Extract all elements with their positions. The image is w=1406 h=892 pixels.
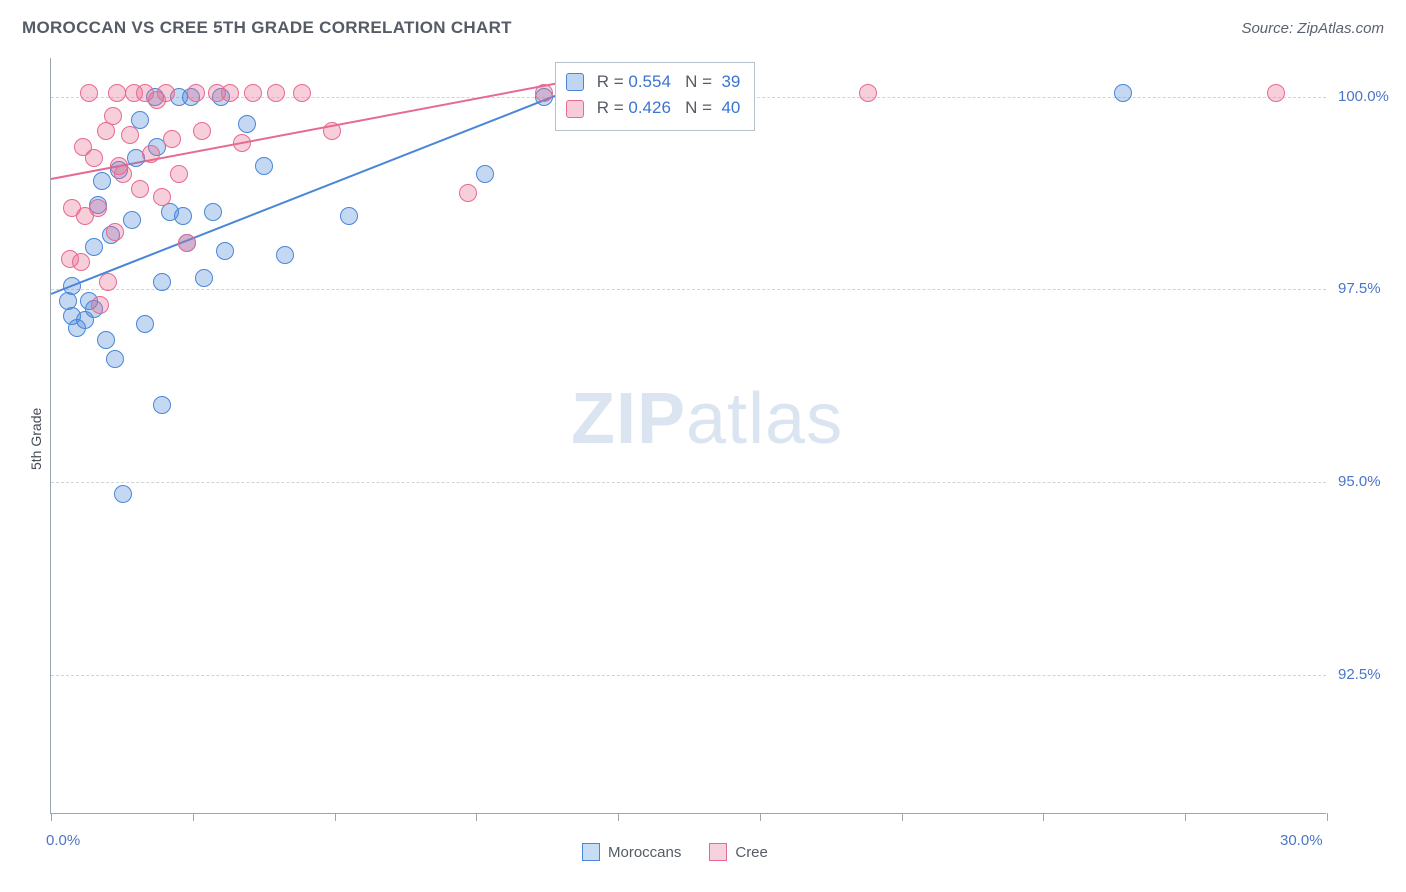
data-point bbox=[163, 130, 181, 148]
scatter-plot-area: ZIPatlas bbox=[50, 58, 1326, 814]
data-point bbox=[157, 84, 175, 102]
data-point bbox=[106, 223, 124, 241]
data-point bbox=[174, 207, 192, 225]
data-point bbox=[221, 84, 239, 102]
x-tick bbox=[902, 813, 903, 821]
gridline bbox=[51, 675, 1326, 676]
data-point bbox=[193, 122, 211, 140]
legend-label: Cree bbox=[735, 844, 768, 861]
data-point bbox=[204, 203, 222, 221]
watermark: ZIPatlas bbox=[571, 378, 843, 460]
data-point bbox=[85, 149, 103, 167]
data-point bbox=[104, 107, 122, 125]
data-point bbox=[85, 238, 103, 256]
stat-row: R = 0.426 N = 40 bbox=[566, 95, 740, 121]
chart-title: MOROCCAN VS CREE 5TH GRADE CORRELATION C… bbox=[22, 18, 512, 38]
watermark-light: atlas bbox=[686, 379, 843, 459]
data-point bbox=[276, 246, 294, 264]
y-tick-label: 95.0% bbox=[1338, 473, 1381, 490]
y-tick-label: 97.5% bbox=[1338, 280, 1381, 297]
data-point bbox=[244, 84, 262, 102]
x-tick bbox=[760, 813, 761, 821]
x-tick-label: 0.0% bbox=[46, 832, 80, 849]
data-point bbox=[293, 84, 311, 102]
data-point bbox=[187, 84, 205, 102]
watermark-bold: ZIP bbox=[571, 379, 686, 459]
data-point bbox=[93, 172, 111, 190]
data-point bbox=[131, 180, 149, 198]
data-point bbox=[97, 331, 115, 349]
data-point bbox=[80, 84, 98, 102]
data-point bbox=[106, 350, 124, 368]
data-point bbox=[153, 273, 171, 291]
legend-swatch-icon bbox=[566, 73, 584, 91]
legend-label: Moroccans bbox=[608, 844, 681, 861]
stat-text: R = 0.426 N = 40 bbox=[592, 95, 740, 121]
correlation-stats-box: R = 0.554 N = 39 R = 0.426 N = 40 bbox=[555, 62, 755, 131]
data-point bbox=[121, 126, 139, 144]
data-point bbox=[1114, 84, 1132, 102]
y-tick-label: 92.5% bbox=[1338, 666, 1381, 683]
data-point bbox=[89, 199, 107, 217]
y-tick-label: 100.0% bbox=[1338, 88, 1389, 105]
data-point bbox=[178, 234, 196, 252]
legend-swatch-icon bbox=[566, 100, 584, 118]
data-point bbox=[459, 184, 477, 202]
x-tick bbox=[476, 813, 477, 821]
data-point bbox=[91, 296, 109, 314]
data-point bbox=[97, 122, 115, 140]
data-point bbox=[99, 273, 117, 291]
stat-row: R = 0.554 N = 39 bbox=[566, 69, 740, 95]
data-point bbox=[153, 188, 171, 206]
data-point bbox=[63, 277, 81, 295]
y-axis-title: 5th Grade bbox=[28, 408, 44, 470]
data-point bbox=[476, 165, 494, 183]
data-point bbox=[72, 253, 90, 271]
data-point bbox=[535, 84, 553, 102]
data-point bbox=[170, 165, 188, 183]
source-attribution: Source: ZipAtlas.com bbox=[1241, 20, 1384, 37]
data-point bbox=[233, 134, 251, 152]
data-point bbox=[131, 111, 149, 129]
data-point bbox=[238, 115, 256, 133]
gridline bbox=[51, 289, 1326, 290]
data-point bbox=[108, 84, 126, 102]
data-point bbox=[1267, 84, 1285, 102]
data-point bbox=[859, 84, 877, 102]
data-point bbox=[142, 145, 160, 163]
data-point bbox=[216, 242, 234, 260]
data-point bbox=[123, 211, 141, 229]
x-tick bbox=[1043, 813, 1044, 821]
data-point bbox=[114, 165, 132, 183]
x-tick bbox=[1327, 813, 1328, 821]
data-point bbox=[136, 315, 154, 333]
stat-text: R = 0.554 N = 39 bbox=[592, 69, 740, 95]
data-point bbox=[267, 84, 285, 102]
gridline bbox=[51, 482, 1326, 483]
legend-item: Moroccans bbox=[582, 843, 681, 861]
data-point bbox=[195, 269, 213, 287]
trend-line bbox=[51, 93, 562, 295]
x-tick bbox=[1185, 813, 1186, 821]
x-tick bbox=[618, 813, 619, 821]
data-point bbox=[114, 485, 132, 503]
legend-item: Cree bbox=[709, 843, 768, 861]
data-point bbox=[340, 207, 358, 225]
x-tick bbox=[51, 813, 52, 821]
x-tick bbox=[335, 813, 336, 821]
legend-swatch-icon bbox=[582, 843, 600, 861]
data-point bbox=[323, 122, 341, 140]
data-point bbox=[255, 157, 273, 175]
x-tick bbox=[193, 813, 194, 821]
data-point bbox=[153, 396, 171, 414]
legend: Moroccans Cree bbox=[582, 843, 768, 861]
x-tick-label: 30.0% bbox=[1280, 832, 1323, 849]
legend-swatch-icon bbox=[709, 843, 727, 861]
